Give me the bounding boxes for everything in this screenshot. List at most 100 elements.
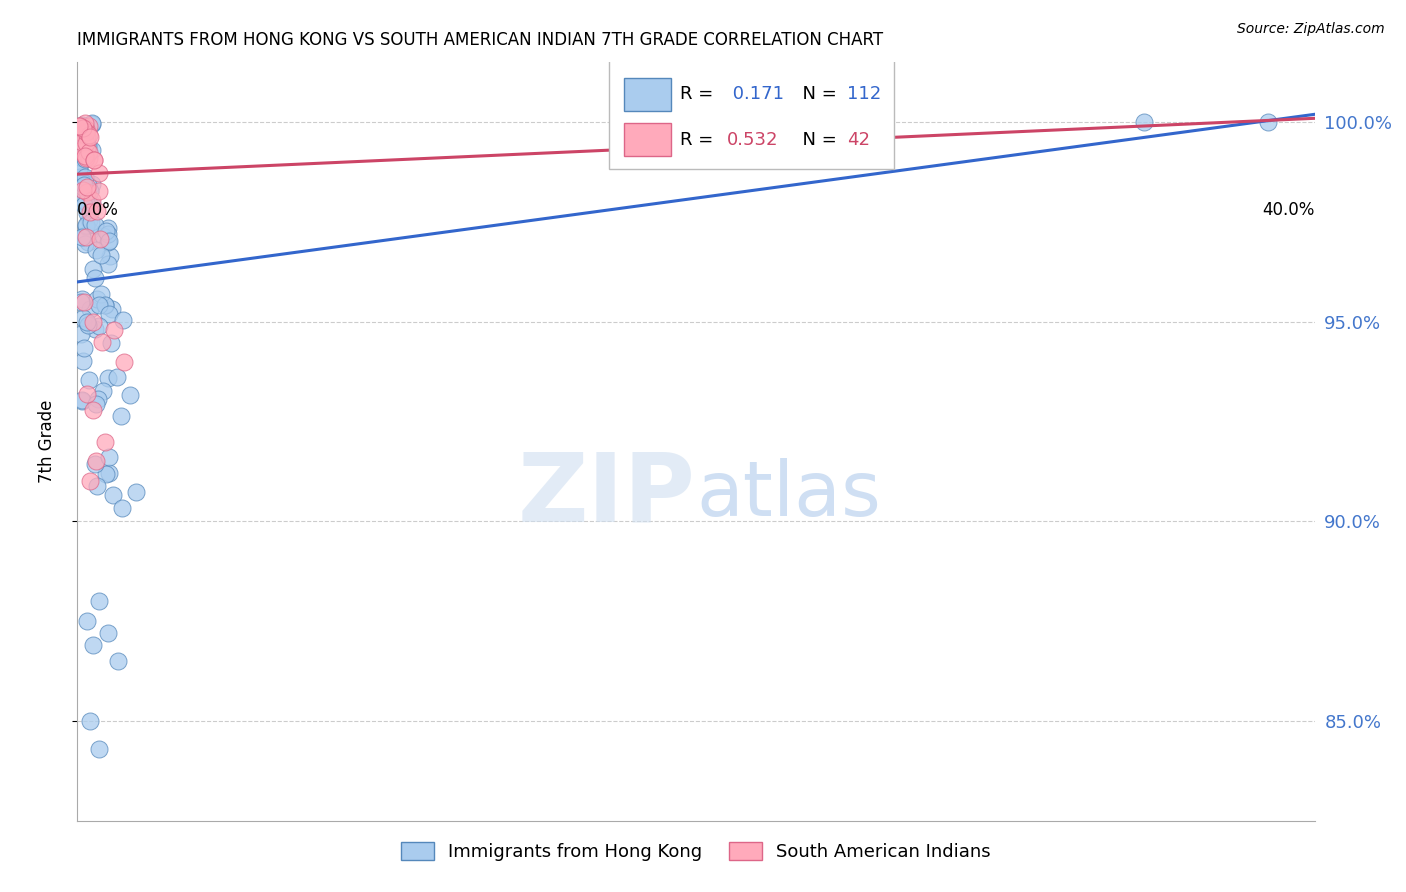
Point bbox=[75, 236, 97, 251]
Point bbox=[69, 146, 91, 161]
Point bbox=[69, 170, 91, 185]
Point bbox=[67, 145, 90, 159]
Y-axis label: 7th Grade: 7th Grade bbox=[38, 400, 56, 483]
Text: 0.532: 0.532 bbox=[727, 131, 779, 149]
Point bbox=[76, 180, 98, 194]
Point bbox=[77, 138, 100, 153]
Point bbox=[84, 218, 107, 232]
Point bbox=[97, 234, 120, 248]
Point bbox=[89, 318, 111, 333]
Point bbox=[72, 170, 94, 185]
Point bbox=[72, 136, 94, 151]
Point bbox=[75, 194, 97, 209]
Point bbox=[79, 184, 101, 198]
Text: 0.171: 0.171 bbox=[727, 86, 785, 103]
Point bbox=[77, 178, 100, 192]
Point bbox=[112, 355, 135, 369]
Point bbox=[84, 454, 107, 468]
Point bbox=[69, 156, 91, 170]
Point bbox=[77, 212, 100, 227]
Point bbox=[84, 322, 107, 336]
Point bbox=[76, 614, 98, 628]
Point bbox=[87, 298, 110, 312]
Point bbox=[98, 308, 121, 322]
Point bbox=[70, 392, 93, 407]
Point bbox=[76, 139, 98, 153]
Point bbox=[90, 248, 112, 262]
Point bbox=[72, 120, 94, 135]
Point bbox=[69, 120, 91, 134]
Point bbox=[1257, 115, 1279, 129]
Point bbox=[86, 397, 108, 411]
FancyBboxPatch shape bbox=[624, 78, 671, 111]
Point bbox=[100, 335, 122, 350]
Point bbox=[91, 384, 114, 398]
Point bbox=[69, 295, 91, 310]
Point bbox=[83, 270, 105, 285]
Point bbox=[73, 178, 96, 192]
Point bbox=[87, 184, 110, 198]
Point bbox=[77, 145, 100, 159]
Point bbox=[84, 243, 107, 257]
Point bbox=[83, 153, 105, 167]
Point bbox=[70, 151, 93, 165]
Point bbox=[70, 292, 93, 306]
Point bbox=[70, 135, 93, 149]
Point bbox=[82, 115, 104, 129]
Point bbox=[82, 315, 104, 329]
Point bbox=[73, 341, 96, 355]
Point bbox=[79, 129, 101, 144]
Point bbox=[87, 392, 110, 406]
Point bbox=[97, 235, 120, 250]
Point bbox=[96, 257, 118, 271]
Point bbox=[75, 170, 97, 185]
Point bbox=[75, 184, 97, 198]
Point bbox=[69, 131, 91, 145]
Point bbox=[76, 129, 98, 144]
Point bbox=[72, 393, 94, 408]
Point bbox=[73, 198, 96, 212]
Point bbox=[79, 714, 101, 728]
Point bbox=[86, 204, 108, 219]
Point bbox=[105, 370, 128, 384]
Point bbox=[72, 149, 94, 163]
Point bbox=[75, 152, 97, 166]
Text: 112: 112 bbox=[846, 86, 882, 103]
Point bbox=[97, 220, 120, 235]
Point bbox=[77, 373, 100, 387]
Point bbox=[76, 130, 98, 145]
Point bbox=[72, 354, 94, 368]
Point bbox=[75, 143, 97, 157]
Point bbox=[870, 120, 893, 134]
Point bbox=[72, 128, 94, 142]
Point bbox=[87, 594, 110, 608]
Point bbox=[97, 626, 120, 640]
Point bbox=[75, 228, 97, 243]
Point bbox=[79, 196, 101, 211]
Point bbox=[90, 287, 112, 301]
Point bbox=[73, 125, 96, 139]
Text: 40.0%: 40.0% bbox=[1263, 202, 1315, 219]
Point bbox=[75, 121, 97, 136]
Point bbox=[82, 638, 104, 652]
Point bbox=[125, 484, 148, 499]
Point bbox=[86, 293, 108, 307]
Point bbox=[87, 741, 110, 756]
Legend: Immigrants from Hong Kong, South American Indians: Immigrants from Hong Kong, South America… bbox=[394, 835, 998, 869]
Point bbox=[75, 136, 97, 150]
Point bbox=[80, 196, 103, 211]
Point bbox=[84, 457, 107, 471]
Point bbox=[94, 298, 117, 312]
Point bbox=[72, 184, 94, 198]
Point bbox=[79, 128, 101, 142]
Point bbox=[97, 227, 120, 242]
Point bbox=[70, 118, 93, 132]
Point bbox=[79, 184, 101, 198]
Point bbox=[72, 311, 94, 326]
Point bbox=[75, 147, 97, 161]
Point bbox=[107, 654, 129, 668]
Point bbox=[91, 334, 114, 349]
Text: R =: R = bbox=[681, 131, 718, 149]
Point bbox=[73, 193, 96, 207]
Text: 42: 42 bbox=[846, 131, 870, 149]
